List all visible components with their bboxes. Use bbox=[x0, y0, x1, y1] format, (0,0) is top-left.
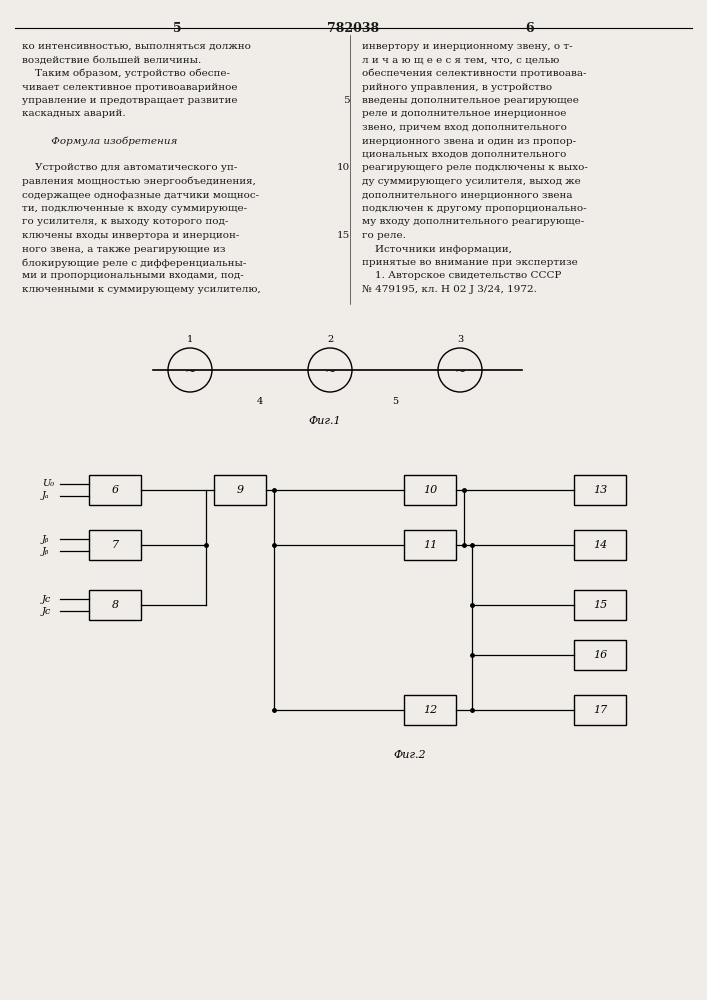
Text: управление и предотвращает развитие: управление и предотвращает развитие bbox=[22, 96, 238, 105]
Text: введены дополнительное реагирующее: введены дополнительное реагирующее bbox=[362, 96, 579, 105]
Text: Jc: Jc bbox=[42, 594, 52, 603]
Text: принятые во внимание при экспертизе: принятые во внимание при экспертизе bbox=[362, 258, 578, 267]
Text: обеспечения селективности противоава-: обеспечения селективности противоава- bbox=[362, 69, 587, 79]
Text: Устройство для автоматического уп-: Устройство для автоматического уп- bbox=[22, 163, 238, 172]
Text: звено, причем вход дополнительного: звено, причем вход дополнительного bbox=[362, 123, 567, 132]
Text: каскадных аварий.: каскадных аварий. bbox=[22, 109, 126, 118]
Text: Источники информации,: Источники информации, bbox=[362, 244, 512, 253]
Text: инерционного звена и один из пропор-: инерционного звена и один из пропор- bbox=[362, 136, 576, 145]
Text: 782038: 782038 bbox=[327, 22, 379, 35]
Text: ми и пропорциональными входами, под-: ми и пропорциональными входами, под- bbox=[22, 271, 244, 280]
Text: 2: 2 bbox=[327, 335, 333, 344]
Text: 7: 7 bbox=[112, 540, 119, 550]
Text: реле и дополнительное инерционное: реле и дополнительное инерционное bbox=[362, 109, 566, 118]
Text: 3: 3 bbox=[457, 335, 463, 344]
Text: Формула изобретения: Формула изобретения bbox=[22, 136, 177, 146]
Text: ключены входы инвертора и инерцион-: ключены входы инвертора и инерцион- bbox=[22, 231, 240, 240]
Text: ~: ~ bbox=[185, 365, 196, 379]
Text: ко интенсивностью, выполняться должно: ко интенсивностью, выполняться должно bbox=[22, 42, 251, 51]
Text: блокирующие реле с дифференциальны-: блокирующие реле с дифференциальны- bbox=[22, 258, 246, 267]
Text: 11: 11 bbox=[423, 540, 437, 550]
Bar bbox=[89, 590, 141, 620]
Text: подключен к другому пропорционально-: подключен к другому пропорционально- bbox=[362, 204, 587, 213]
Text: ~: ~ bbox=[454, 365, 466, 379]
Text: ду суммирующего усилителя, выход же: ду суммирующего усилителя, выход же bbox=[362, 177, 580, 186]
Text: 10: 10 bbox=[337, 163, 350, 172]
Text: 4: 4 bbox=[257, 397, 263, 406]
Text: 5: 5 bbox=[344, 96, 350, 105]
Text: Jc: Jc bbox=[42, 606, 52, 615]
Text: Фиг.2: Фиг.2 bbox=[394, 750, 426, 760]
Text: чивает селективное противоаварийное: чивает селективное противоаварийное bbox=[22, 83, 238, 92]
Text: Jᵦ: Jᵦ bbox=[42, 534, 49, 544]
Text: л и ч а ю щ е е с я тем, что, с целью: л и ч а ю щ е е с я тем, что, с целью bbox=[362, 55, 559, 64]
Text: 5: 5 bbox=[392, 397, 398, 406]
Text: ного звена, а также реагирующие из: ного звена, а также реагирующие из bbox=[22, 244, 226, 253]
Text: циональных входов дополнительного: циональных входов дополнительного bbox=[362, 150, 566, 159]
Bar bbox=[574, 695, 626, 725]
Text: рийного управления, в устройство: рийного управления, в устройство bbox=[362, 83, 552, 92]
Bar bbox=[89, 530, 141, 560]
Text: инвертору и инерционному звену, о т-: инвертору и инерционному звену, о т- bbox=[362, 42, 573, 51]
Text: U₀: U₀ bbox=[42, 480, 54, 488]
Text: дополнительного инерционного звена: дополнительного инерционного звена bbox=[362, 190, 573, 200]
Bar bbox=[404, 475, 456, 505]
Bar bbox=[574, 475, 626, 505]
Bar bbox=[89, 475, 141, 505]
Bar bbox=[574, 590, 626, 620]
Text: 1: 1 bbox=[187, 335, 193, 344]
Text: 5: 5 bbox=[173, 22, 181, 35]
Text: 15: 15 bbox=[593, 600, 607, 610]
Text: 17: 17 bbox=[593, 705, 607, 715]
Bar bbox=[574, 530, 626, 560]
Text: 8: 8 bbox=[112, 600, 119, 610]
Text: 10: 10 bbox=[423, 485, 437, 495]
Text: 9: 9 bbox=[236, 485, 244, 495]
Text: № 479195, кл. Н 02 J 3/24, 1972.: № 479195, кл. Н 02 J 3/24, 1972. bbox=[362, 285, 537, 294]
Text: 6: 6 bbox=[112, 485, 119, 495]
Bar bbox=[574, 640, 626, 670]
Text: 12: 12 bbox=[423, 705, 437, 715]
Text: му входу дополнительного реагирующе-: му входу дополнительного реагирующе- bbox=[362, 218, 584, 227]
Text: Таким образом, устройство обеспе-: Таким образом, устройство обеспе- bbox=[22, 69, 230, 79]
Text: Jₐ: Jₐ bbox=[42, 491, 49, 500]
Bar bbox=[404, 695, 456, 725]
Text: 16: 16 bbox=[593, 650, 607, 660]
Text: воздействие большей величины.: воздействие большей величины. bbox=[22, 55, 201, 64]
Text: ключенными к суммирующему усилителю,: ключенными к суммирующему усилителю, bbox=[22, 285, 261, 294]
Text: реагирующего реле подключены к выхо-: реагирующего реле подключены к выхо- bbox=[362, 163, 588, 172]
Text: равления мощностью энергообъединения,: равления мощностью энергообъединения, bbox=[22, 177, 256, 186]
Text: Jᵦ: Jᵦ bbox=[42, 546, 49, 556]
Text: ~: ~ bbox=[325, 365, 336, 379]
Text: ти, подключенные к входу суммирующе-: ти, подключенные к входу суммирующе- bbox=[22, 204, 247, 213]
Text: 6: 6 bbox=[526, 22, 534, 35]
Text: 1. Авторское свидетельство СССР: 1. Авторское свидетельство СССР bbox=[362, 271, 561, 280]
Text: 14: 14 bbox=[593, 540, 607, 550]
Text: 13: 13 bbox=[593, 485, 607, 495]
Text: Фиг.1: Фиг.1 bbox=[309, 416, 341, 426]
Bar bbox=[404, 530, 456, 560]
Text: содержащее однофазные датчики мощнос-: содержащее однофазные датчики мощнос- bbox=[22, 190, 259, 200]
Text: го реле.: го реле. bbox=[362, 231, 406, 240]
Text: 15: 15 bbox=[337, 231, 350, 240]
Bar bbox=[214, 475, 266, 505]
Text: го усилителя, к выходу которого под-: го усилителя, к выходу которого под- bbox=[22, 218, 228, 227]
